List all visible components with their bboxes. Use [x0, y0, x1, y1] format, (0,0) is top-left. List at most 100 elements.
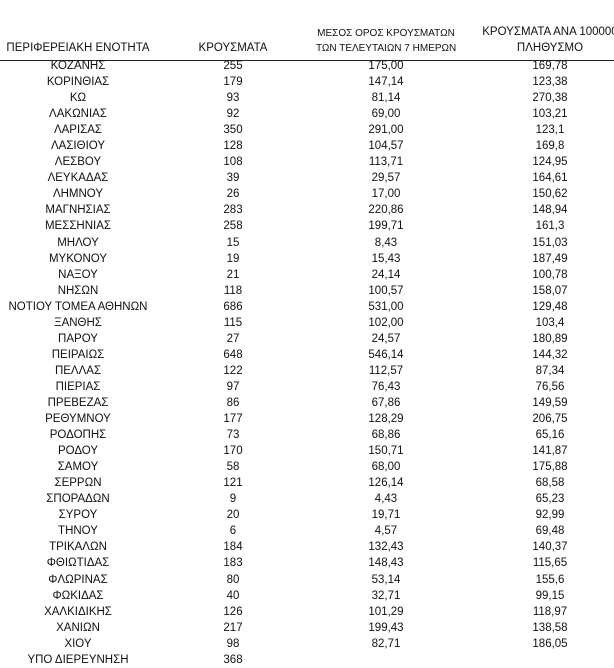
avg-cell: 68,86 [371, 429, 401, 442]
cases-cell: 93 [226, 92, 240, 105]
region-cell: ΠΑΡΟΥ [58, 332, 98, 345]
avg-cell: 69,00 [371, 108, 401, 121]
per100k-cell: 175,88 [532, 461, 568, 474]
cases-cell: 97 [226, 380, 240, 393]
table-row: ΛΑΚΩΝΙΑΣ 92 69,00 103,21 [0, 106, 614, 122]
per100k-cell: 103,21 [532, 108, 568, 121]
cases-cell: 121 [223, 477, 243, 490]
cases-cell: 126 [223, 605, 243, 618]
table-row: ΛΑΡΙΣΑΣ 350 291,00 123,1 [0, 122, 614, 138]
per100k-cell: 124,95 [532, 156, 568, 169]
per100k-cell: 158,07 [532, 284, 568, 297]
avg-cell: 147,14 [368, 76, 404, 89]
cases-cell: 177 [223, 413, 243, 426]
avg-cell: 150,71 [368, 445, 404, 458]
table-row: ΚΟΖΑΝΗΣ 255 175,00 169,78 [0, 58, 614, 74]
region-cell: ΡΕΘΥΜΝΟΥ [45, 413, 111, 426]
avg-cell: 102,00 [368, 316, 404, 329]
table-row: ΦΩΚΙΔΑΣ 40 32,71 99,15 [0, 588, 614, 604]
table-row: ΝΑΞΟΥ 21 24,14 100,78 [0, 267, 614, 283]
region-cell: ΠΕΙΡΑΙΩΣ [51, 348, 105, 361]
avg-cell: 53,14 [371, 573, 401, 586]
cases-cell: 58 [226, 461, 240, 474]
cases-cell: 20 [226, 509, 240, 522]
per100k-cell: 65,16 [535, 429, 565, 442]
region-cell: ΚΟΡΙΝΘΙΑΣ [46, 76, 110, 89]
avg-cell: 148,43 [368, 557, 404, 570]
table-row: ΞΑΝΘΗΣ 115 102,00 103,4 [0, 315, 614, 331]
region-cell: ΜΥΚΟΝΟΥ [48, 252, 108, 265]
table-row: ΛΕΥΚΑΔΑΣ 39 29,57 164,61 [0, 170, 614, 186]
table-row: ΥΠΟ ΔΙΕΡΕΥΝΗΣΗ 368 [0, 652, 614, 668]
cases-cell: 27 [226, 332, 240, 345]
avg-cell: 24,57 [371, 332, 401, 345]
cases-cell: 350 [223, 124, 243, 137]
region-cell: ΣΑΜΟΥ [57, 461, 99, 474]
table-row: ΡΟΔΟΥ 170 150,71 141,87 [0, 443, 614, 459]
header-cases: ΚΡΟΥΣΜΑΤΑ [198, 42, 268, 54]
per100k-cell: 180,89 [532, 332, 568, 345]
cases-cell: 21 [226, 268, 240, 281]
avg-cell: 199,43 [368, 621, 404, 634]
table-body: ΚΟΖΑΝΗΣ 255 175,00 169,78 ΚΟΡΙΝΘΙΑΣ 179 147,14… [0, 58, 614, 668]
region-cell: ΛΑΡΙΣΑΣ [53, 124, 103, 137]
table-row: ΦΛΩΡΙΝΑΣ 80 53,14 155,6 [0, 572, 614, 588]
table-row: ΧΙΟΥ 98 82,71 186,05 [0, 636, 614, 652]
cases-cell: 170 [223, 445, 243, 458]
per100k-cell: 148,94 [532, 204, 568, 217]
region-cell: ΛΑΣΙΘΙΟΥ [50, 140, 106, 153]
table-row: ΠΑΡΟΥ 27 24,57 180,89 [0, 331, 614, 347]
avg-cell: 113,71 [368, 156, 404, 169]
per100k-cell: 149,59 [532, 396, 568, 409]
region-cell: ΛΗΜΝΟΥ [52, 188, 104, 201]
table-row: ΧΑΛΚΙΔΙΚΗΣ 126 101,29 118,97 [0, 604, 614, 620]
table-row: ΠΙΕΡΙΑΣ 97 76,43 76,56 [0, 379, 614, 395]
table-row: ΤΡΙΚΑΛΩΝ 184 132,43 140,37 [0, 539, 614, 555]
region-cell: ΚΟΖΑΝΗΣ [50, 60, 106, 72]
header-avg-line2: ΤΩΝ ΤΕΛΕΥΤΑΙΩΝ 7 ΗΜΕΡΩΝ [316, 43, 457, 54]
region-cell: ΝΟΤΙΟΥ ΤΟΜΕΑ ΑΘΗΝΩΝ [8, 300, 148, 313]
region-cell: ΛΕΥΚΑΔΑΣ [47, 172, 109, 185]
region-cell: ΥΠΟ ΔΙΕΡΕΥΝΗΣΗ [27, 653, 129, 666]
avg-cell: 126,14 [368, 477, 404, 490]
region-cell: ΣΥΡΟΥ [58, 509, 98, 522]
region-cell: ΚΩ [69, 92, 87, 105]
header-divider [0, 60, 614, 61]
cases-cell: 368 [223, 653, 243, 666]
cases-cell: 115 [223, 316, 243, 329]
per100k-cell: 144,32 [532, 348, 568, 361]
per100k-cell: 87,34 [535, 364, 565, 377]
avg-cell: 68,00 [371, 461, 401, 474]
avg-cell: 81,14 [371, 92, 401, 105]
cases-cell: 283 [223, 204, 243, 217]
region-cell: ΤΗΝΟΥ [58, 525, 98, 538]
avg-cell: 32,71 [371, 589, 401, 602]
cases-cell: 255 [223, 60, 243, 72]
avg-cell: 220,86 [368, 204, 404, 217]
per100k-cell: 186,05 [532, 637, 568, 650]
cases-cell: 184 [223, 541, 243, 554]
avg-cell: 128,29 [368, 413, 404, 426]
per100k-cell: 118,97 [532, 605, 568, 618]
per100k-cell: 187,49 [532, 252, 568, 265]
region-cell: ΡΟΔΟΠΗΣ [49, 429, 107, 442]
per100k-cell: 129,48 [532, 300, 568, 313]
region-cell: ΜΗΛΟΥ [57, 236, 99, 249]
per100k-cell: 115,65 [532, 557, 568, 570]
table-row: ΜΗΛΟΥ 15 8,43 151,03 [0, 235, 614, 251]
per100k-cell: 99,15 [535, 589, 565, 602]
per100k-cell: 140,37 [532, 541, 568, 554]
cases-cell: 26 [226, 188, 240, 201]
per100k-cell: 92,99 [535, 509, 565, 522]
per100k-cell: 150,62 [532, 188, 568, 201]
avg-cell: 101,29 [368, 605, 404, 618]
avg-cell: 19,71 [371, 509, 401, 522]
cases-cell: 648 [223, 348, 243, 361]
header-per100k-line1: ΚΡΟΥΣΜΑΤΑ ΑΝΑ 100000 [482, 26, 614, 38]
cases-cell: 118 [223, 284, 243, 297]
per100k-cell: 206,75 [532, 413, 568, 426]
region-cell: ΜΑΓΝΗΣΙΑΣ [45, 204, 111, 217]
avg-cell: 546,14 [368, 348, 404, 361]
region-cell: ΧΑΛΚΙΔΙΚΗΣ [44, 605, 112, 618]
per100k-cell: 69,48 [535, 525, 565, 538]
